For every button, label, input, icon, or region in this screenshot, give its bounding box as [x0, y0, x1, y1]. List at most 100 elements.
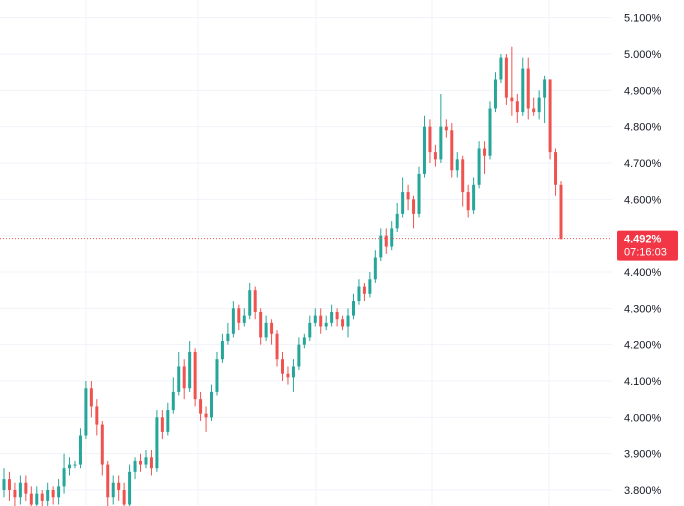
candle-body [346, 315, 350, 327]
candle-body [100, 424, 104, 465]
y-tick-label: 4.900% [624, 85, 662, 97]
candle [95, 399, 99, 436]
candle-body [133, 460, 137, 472]
candle [275, 330, 279, 367]
candle-body [18, 482, 22, 498]
candle-body [226, 333, 230, 342]
candle [68, 457, 72, 476]
candle [493, 72, 497, 113]
candle [488, 101, 492, 160]
candle-body [461, 159, 465, 193]
candle-body [379, 235, 383, 258]
current-price-tag: 4.492% 07:16:03 [617, 230, 678, 261]
candle [532, 97, 536, 116]
candle-body [477, 148, 481, 185]
candle-body [390, 228, 394, 247]
y-tick-label: 4.800% [624, 122, 662, 134]
candle-body [472, 184, 476, 211]
candle-body [368, 279, 372, 294]
grid-layer [0, 0, 612, 506]
candle [215, 351, 219, 396]
candle [166, 402, 170, 436]
candle [346, 308, 350, 338]
candle-body [182, 366, 186, 389]
candle-body [275, 333, 279, 360]
candle [379, 228, 383, 262]
candle-body [515, 101, 519, 113]
candle [237, 304, 241, 331]
candle-body [139, 460, 143, 465]
candle [357, 279, 361, 305]
candle-body [89, 388, 93, 407]
candle-body [177, 366, 181, 392]
candle-body [204, 413, 208, 418]
candle-body [128, 471, 132, 505]
candle-body [433, 152, 437, 160]
candle-body [548, 79, 552, 153]
candle [455, 152, 459, 178]
candle-body [526, 68, 530, 109]
candle [537, 90, 541, 120]
y-tick-label: 4.400% [624, 267, 662, 279]
candle [13, 482, 17, 506]
candle [220, 333, 224, 363]
candle-body [237, 308, 241, 323]
candle [29, 486, 33, 506]
candle-body [259, 311, 263, 338]
candle-body [330, 311, 334, 323]
candle [559, 181, 563, 240]
candle-body [253, 290, 257, 312]
candle [521, 57, 525, 116]
candle [483, 141, 487, 174]
candle [253, 286, 257, 320]
candle [466, 184, 470, 218]
candle [117, 475, 121, 501]
candle-body [62, 468, 66, 487]
candle [422, 115, 426, 178]
candle-body [95, 406, 99, 425]
candle [35, 486, 39, 506]
candle-body [504, 57, 508, 98]
y-tick-label: 3.800% [624, 485, 662, 497]
candles-layer [2, 46, 563, 506]
y-tick-label: 4.100% [624, 376, 662, 388]
candle-body [155, 417, 159, 469]
candle-body [291, 366, 295, 378]
candle [210, 384, 214, 421]
candle-body [308, 322, 312, 338]
candle-body [373, 257, 377, 280]
candle-body [188, 351, 192, 389]
candle-body [57, 486, 61, 498]
candle-body [554, 152, 558, 185]
candle [450, 123, 454, 178]
candle [73, 460, 77, 469]
candle-body [122, 490, 126, 505]
candle-body [160, 417, 164, 432]
candle-body [29, 493, 33, 505]
candle [160, 410, 164, 440]
candle [428, 119, 432, 163]
candle-body [7, 479, 11, 490]
candle [297, 337, 301, 371]
candle [106, 460, 110, 506]
candle-body [193, 351, 197, 400]
candle-body [281, 359, 284, 374]
y-axis[interactable]: 5.100% 5.000% 4.900% 4.800% 4.700% 4.600% 4.40… [624, 13, 662, 497]
candle-body [488, 108, 492, 156]
candle [155, 410, 159, 472]
candle-body [406, 192, 410, 200]
candle [242, 308, 246, 327]
candle [40, 490, 44, 506]
candle [7, 471, 11, 501]
candle [18, 475, 22, 505]
candle-body [2, 479, 6, 490]
candle [89, 381, 93, 418]
candle [270, 319, 274, 345]
candle [330, 304, 334, 327]
candle [526, 57, 530, 120]
candle-body [335, 311, 339, 320]
current-price-label: 4.492% [624, 234, 662, 246]
candle [433, 144, 437, 167]
